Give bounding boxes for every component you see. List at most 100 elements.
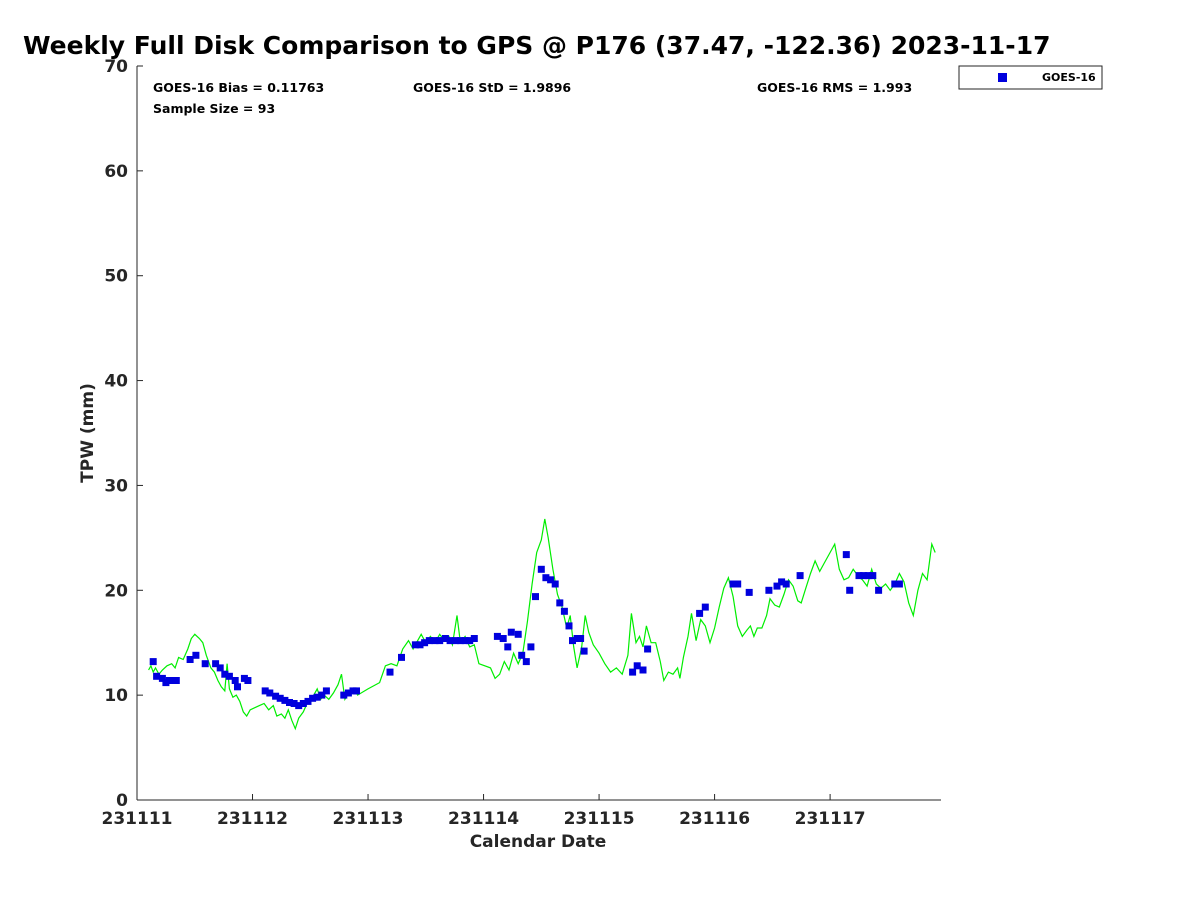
goes16-data-point bbox=[234, 683, 241, 691]
goes16-data-point bbox=[295, 702, 303, 710]
goes16-data-point bbox=[421, 639, 429, 647]
y-tick-label: 10 bbox=[104, 686, 128, 706]
goes16-data-point bbox=[514, 630, 522, 638]
goes16-data-point bbox=[452, 637, 460, 645]
y-tick-label: 20 bbox=[104, 581, 128, 601]
sample-size-stat: Sample Size = 93 bbox=[153, 101, 275, 116]
goes16-data-point bbox=[286, 699, 293, 706]
goes16-data-point bbox=[842, 551, 850, 559]
goes16-data-point bbox=[304, 697, 312, 705]
y-tick-label: 40 bbox=[104, 372, 128, 392]
goes16-data-point bbox=[322, 687, 330, 695]
x-tick-label: 231111 bbox=[102, 809, 173, 829]
goes16-data-point bbox=[158, 674, 166, 682]
goes16-data-point bbox=[499, 635, 507, 642]
goes16-data-point bbox=[313, 693, 321, 701]
goes16-data-point bbox=[353, 687, 360, 695]
goes16-data-point bbox=[172, 677, 180, 684]
goes16-data-point bbox=[891, 580, 899, 588]
goes16-data-point bbox=[221, 670, 229, 678]
goes16-data-point bbox=[869, 572, 877, 580]
goes16-data-point bbox=[547, 576, 555, 584]
goes16-data-point bbox=[504, 643, 512, 651]
legend-label: GOES-16 bbox=[1042, 71, 1096, 84]
goes16-data-point bbox=[565, 622, 573, 630]
axis-ticks: 0 10 20 30 40 50 60 70 231111 231112 231113 231114 2… bbox=[102, 57, 866, 829]
goes16-data-point bbox=[446, 637, 454, 645]
goes16-data-point bbox=[765, 586, 773, 594]
x-axis-label: Calendar Date bbox=[470, 832, 607, 852]
goes16-data-point bbox=[216, 664, 224, 672]
goes16-data-point bbox=[729, 580, 737, 588]
goes16-data-point bbox=[537, 565, 545, 573]
goes16-data-point bbox=[569, 637, 576, 645]
x-tick-label: 231115 bbox=[564, 809, 635, 829]
goes16-data-point bbox=[244, 677, 252, 684]
goes16-data-point bbox=[846, 586, 854, 594]
goes16-data-point bbox=[276, 694, 284, 702]
goes16-data-point bbox=[212, 660, 220, 668]
goes16-data-point bbox=[272, 692, 280, 700]
x-tick-label: 231116 bbox=[679, 809, 750, 829]
goes16-data-point bbox=[745, 588, 753, 596]
goes16-data-point bbox=[629, 668, 637, 676]
goes16-data-point bbox=[231, 677, 239, 684]
goes16-data-point bbox=[493, 632, 501, 640]
goes16-data-point bbox=[192, 651, 200, 659]
goes16-data-point bbox=[639, 666, 647, 674]
goes16-data-point bbox=[778, 578, 786, 586]
y-tick-label: 0 bbox=[116, 791, 128, 811]
goes16-data-point bbox=[542, 574, 550, 582]
goes16-data-point bbox=[577, 635, 585, 642]
goes16-data-point bbox=[456, 637, 464, 645]
goes16-data-point bbox=[864, 572, 872, 580]
goes16-data-point bbox=[441, 635, 449, 642]
goes16-data-point bbox=[153, 672, 161, 680]
goes16-data-point bbox=[436, 637, 444, 645]
goes16-data-point bbox=[186, 656, 194, 663]
legend-box bbox=[958, 65, 1103, 90]
goes16-data-point bbox=[318, 691, 326, 699]
goes16-data-point bbox=[527, 643, 535, 651]
goes16-data-point bbox=[860, 572, 868, 580]
legend-marker bbox=[998, 73, 1007, 82]
goes16-data-point bbox=[782, 580, 790, 588]
goes16-data-point bbox=[266, 689, 274, 697]
gps-tpw-line bbox=[148, 518, 936, 731]
goes16-data-point bbox=[225, 672, 233, 680]
goes16-data-point bbox=[416, 641, 424, 649]
gps-line-layer bbox=[148, 518, 936, 731]
goes16-data-point bbox=[149, 658, 157, 666]
goes16-data-point bbox=[309, 694, 317, 702]
goes16-data-point bbox=[299, 700, 307, 707]
goes16-data-point bbox=[796, 572, 804, 580]
goes16-data-point bbox=[290, 700, 298, 707]
y-tick-label: 50 bbox=[104, 267, 128, 287]
x-tick-label: 231114 bbox=[448, 809, 519, 829]
x-tick-label: 231117 bbox=[795, 809, 866, 829]
goes16-data-point bbox=[466, 637, 474, 645]
goes16-data-point bbox=[386, 668, 394, 676]
goes16-data-point bbox=[644, 645, 652, 653]
goes16-data-point bbox=[201, 660, 209, 668]
goes16-data-point bbox=[551, 580, 559, 588]
y-tick-label: 30 bbox=[104, 476, 128, 496]
goes16-data-point bbox=[261, 687, 269, 695]
goes16-data-point bbox=[734, 580, 742, 588]
chart-title: Weekly Full Disk Comparison to GPS @ P17… bbox=[23, 31, 1050, 60]
goes16-data-point bbox=[532, 593, 539, 601]
goes16-data-point bbox=[773, 582, 781, 590]
rms-stat: GOES-16 RMS = 1.993 bbox=[757, 80, 912, 95]
goes16-data-point bbox=[340, 691, 348, 699]
y-tick-label: 70 bbox=[104, 57, 128, 77]
goes16-data-point bbox=[431, 637, 439, 645]
goes16-data-point bbox=[580, 647, 588, 655]
goes16-data-point bbox=[411, 641, 419, 649]
goes16-data-point bbox=[696, 609, 704, 617]
goes16-data-point bbox=[855, 572, 863, 580]
std-stat: GOES-16 StD = 1.9896 bbox=[413, 80, 571, 95]
goes16-data-point bbox=[875, 586, 883, 594]
bias-stat: GOES-16 Bias = 0.11763 bbox=[153, 80, 324, 95]
legend: GOES-16 bbox=[958, 65, 1103, 90]
